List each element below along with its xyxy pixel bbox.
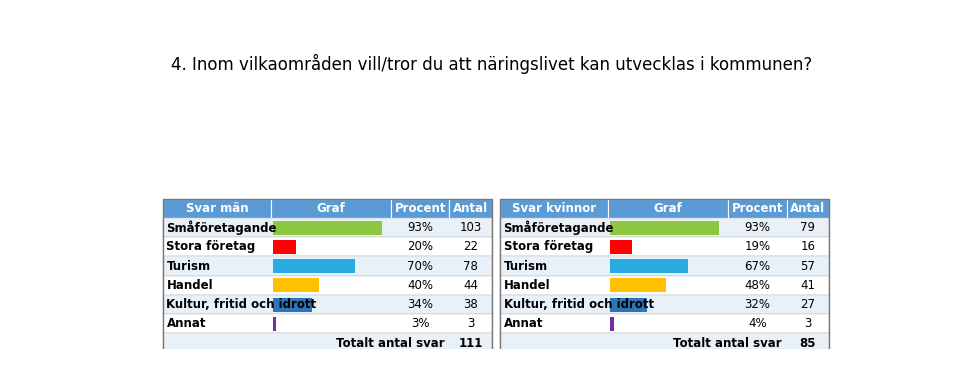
Text: 85: 85 <box>800 337 816 350</box>
Bar <box>500 199 829 353</box>
Bar <box>610 278 666 292</box>
Text: Totalt antal svar: Totalt antal svar <box>336 337 444 350</box>
Bar <box>162 199 492 353</box>
Text: 34%: 34% <box>407 298 433 311</box>
Bar <box>609 199 729 218</box>
Text: 20%: 20% <box>407 240 433 253</box>
Bar <box>500 256 829 276</box>
Text: 38: 38 <box>464 298 478 311</box>
Text: 3: 3 <box>467 318 474 330</box>
Text: Annat: Annat <box>166 318 206 330</box>
Bar <box>273 240 296 254</box>
Text: Turism: Turism <box>166 260 210 272</box>
Text: Stora företag: Stora företag <box>504 240 593 253</box>
Text: 57: 57 <box>801 260 815 272</box>
Bar <box>273 298 312 312</box>
Bar <box>162 276 492 295</box>
Text: Procent: Procent <box>732 202 783 215</box>
Bar <box>162 237 492 256</box>
Text: 22: 22 <box>463 240 478 253</box>
Bar <box>271 199 392 218</box>
Text: 16: 16 <box>801 240 815 253</box>
Text: 44: 44 <box>463 279 478 292</box>
Bar <box>500 218 829 237</box>
Text: 48%: 48% <box>744 279 771 292</box>
Bar <box>162 295 492 314</box>
Bar <box>162 199 271 218</box>
Bar <box>392 199 449 218</box>
Bar <box>729 199 786 218</box>
Bar <box>273 221 381 234</box>
Text: 3%: 3% <box>411 318 429 330</box>
Text: Turism: Turism <box>504 260 548 272</box>
Text: 79: 79 <box>801 221 815 234</box>
Text: 93%: 93% <box>407 221 433 234</box>
Bar <box>500 199 609 218</box>
Text: 41: 41 <box>801 279 815 292</box>
Text: Stora företag: Stora företag <box>166 240 255 253</box>
Text: 27: 27 <box>801 298 815 311</box>
Text: Svar män: Svar män <box>185 202 249 215</box>
Text: Procent: Procent <box>395 202 446 215</box>
Text: Annat: Annat <box>504 318 543 330</box>
Text: Antal: Antal <box>453 202 489 215</box>
Bar <box>610 298 647 312</box>
Text: 3: 3 <box>804 318 811 330</box>
Bar <box>500 276 829 295</box>
Bar <box>500 295 829 314</box>
Bar <box>162 334 492 353</box>
Bar <box>162 218 492 237</box>
Text: 93%: 93% <box>744 221 771 234</box>
Bar <box>449 199 492 218</box>
Bar <box>273 259 354 273</box>
Bar <box>610 259 688 273</box>
Bar <box>273 317 276 331</box>
Text: Kultur, fritid och idrott: Kultur, fritid och idrott <box>504 298 654 311</box>
Text: Småföretagande: Småföretagande <box>166 220 277 235</box>
Text: 19%: 19% <box>744 240 771 253</box>
Bar <box>500 334 829 353</box>
Bar <box>610 317 614 331</box>
Text: Graf: Graf <box>654 202 683 215</box>
Text: Antal: Antal <box>790 202 826 215</box>
Bar <box>500 237 829 256</box>
Bar <box>273 278 320 292</box>
Text: 32%: 32% <box>744 298 771 311</box>
Text: Svar kvinnor: Svar kvinnor <box>512 202 596 215</box>
Text: Småföretagande: Småföretagande <box>504 220 614 235</box>
Text: 78: 78 <box>464 260 478 272</box>
Bar <box>610 221 719 234</box>
Text: Totalt antal svar: Totalt antal svar <box>673 337 781 350</box>
Bar <box>162 256 492 276</box>
Text: Kultur, fritid och idrott: Kultur, fritid och idrott <box>166 298 317 311</box>
Text: 103: 103 <box>460 221 482 234</box>
Text: Graf: Graf <box>317 202 346 215</box>
Text: 111: 111 <box>459 337 483 350</box>
Text: 4. Inom vilkaområden vill/tror du att näringslivet kan utvecklas i kommunen?: 4. Inom vilkaområden vill/tror du att nä… <box>172 54 812 74</box>
Text: 4%: 4% <box>748 318 767 330</box>
Text: 67%: 67% <box>744 260 771 272</box>
Text: 70%: 70% <box>407 260 433 272</box>
Bar <box>786 199 829 218</box>
Bar <box>162 314 492 334</box>
Text: Handel: Handel <box>504 279 550 292</box>
Bar <box>500 314 829 334</box>
Text: 40%: 40% <box>407 279 433 292</box>
Text: Handel: Handel <box>166 279 213 292</box>
Bar <box>610 240 632 254</box>
